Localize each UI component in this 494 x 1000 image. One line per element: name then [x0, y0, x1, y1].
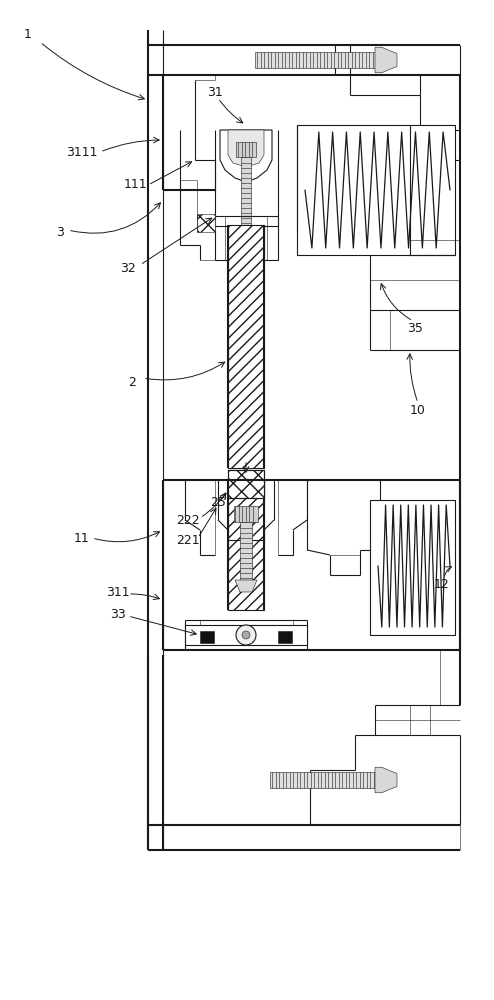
Bar	[370, 500, 455, 635]
Text: 10: 10	[410, 403, 426, 416]
Bar	[255, 52, 375, 68]
Text: 32: 32	[120, 261, 136, 274]
Bar	[197, 214, 215, 232]
Polygon shape	[235, 580, 257, 592]
Bar	[270, 772, 375, 788]
Circle shape	[242, 631, 250, 639]
Text: 25: 25	[210, 495, 226, 508]
Bar	[236, 142, 256, 157]
Bar	[278, 631, 292, 643]
Text: 11: 11	[74, 532, 90, 544]
Bar	[297, 125, 455, 255]
Bar	[228, 225, 264, 468]
Text: 3: 3	[56, 226, 64, 238]
Text: 311: 311	[106, 585, 130, 598]
Bar	[228, 480, 264, 610]
Text: 2: 2	[128, 375, 136, 388]
Bar	[200, 631, 214, 643]
Text: 221: 221	[176, 534, 200, 546]
Text: 31: 31	[207, 86, 223, 99]
Text: 1: 1	[24, 28, 32, 41]
Bar	[241, 157, 251, 225]
Text: 111: 111	[123, 178, 147, 192]
Text: 35: 35	[407, 322, 423, 334]
Text: 33: 33	[110, 608, 126, 621]
Bar	[185, 625, 307, 645]
Polygon shape	[228, 130, 264, 167]
Polygon shape	[220, 130, 272, 182]
Circle shape	[236, 625, 256, 645]
Bar	[240, 522, 252, 580]
Text: 222: 222	[176, 514, 200, 526]
Polygon shape	[375, 767, 397, 793]
Bar	[228, 470, 264, 498]
Text: 3111: 3111	[66, 145, 98, 158]
Bar	[228, 470, 264, 498]
Bar	[234, 506, 258, 522]
Text: 12: 12	[434, 578, 450, 591]
Polygon shape	[375, 47, 397, 73]
